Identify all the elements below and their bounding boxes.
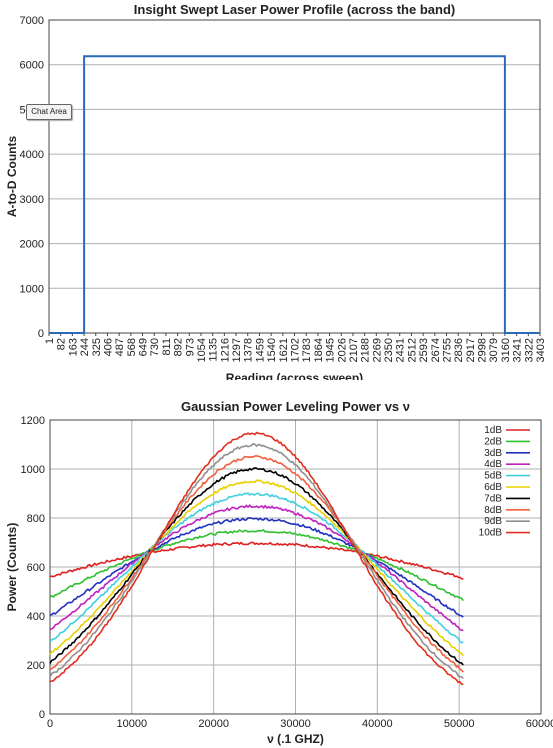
chart2-y-tick-label: 1000 <box>21 464 45 476</box>
chart1-x-tick-label: 649 <box>138 338 150 356</box>
chart1-x-tick-label: 1297 <box>231 338 243 362</box>
chart1-plot-frame <box>48 19 541 334</box>
chart2-x-tick-label: 40000 <box>362 718 393 730</box>
chart1-x-tick-label: 2998 <box>477 338 489 362</box>
chart1-x-tick-label: 568 <box>126 338 138 356</box>
chart1-y-tick-label: 3000 <box>20 194 44 206</box>
chart1-x-tick-label: 2269 <box>371 338 383 362</box>
chart2-legend-label: 3dB <box>484 448 502 459</box>
chart1-x-tick-label: 3322 <box>523 338 535 362</box>
chart1-x-tick-label: 973 <box>184 338 196 356</box>
chart1-x-tick-label: 1216 <box>219 338 231 362</box>
chart2-series-line <box>49 454 464 673</box>
chart1-y-tick-label: 6000 <box>20 60 44 72</box>
chart1-y-tick-label: 1000 <box>20 283 44 295</box>
chart1-x-tick-label: 1135 <box>208 338 220 362</box>
chart1-x-tick-label: 1 <box>44 338 56 344</box>
chart2-x-axis-label: ν (.1 GHZ) <box>267 732 324 746</box>
chart1-x-tick-label: 1378 <box>243 338 255 362</box>
chart2-plot-frame <box>49 419 542 715</box>
chart1-x-tick-label: 2350 <box>383 338 395 362</box>
chart1-x-tick-label: 2755 <box>441 338 453 362</box>
chart2-series-line <box>49 466 464 666</box>
chart1-x-tick-label: 2512 <box>406 338 418 362</box>
chart1-x-tick-label: 1621 <box>278 338 290 362</box>
chart2-series-line <box>49 541 464 580</box>
chart2-legend-label: 2dB <box>484 436 502 447</box>
chart1-x-tick-label: 2917 <box>465 338 477 362</box>
chart2-legend-label: 1dB <box>484 425 502 436</box>
chart2-y-tick-label: 400 <box>27 611 45 623</box>
chart2-x-tick-label: 20000 <box>198 718 229 730</box>
chart1-x-tick-label: 2188 <box>360 338 372 362</box>
chart1-x-tick-label: 244 <box>79 338 91 356</box>
chart1-y-tick-label: 0 <box>38 328 44 340</box>
chart1-x-tick-label: 163 <box>67 338 79 356</box>
chart2-series-line <box>49 504 464 632</box>
chart2-title: Gaussian Power Leveling Power vs ν <box>181 399 410 414</box>
chart1-x-tick-label: 325 <box>91 338 103 356</box>
chart1-x-tick-label: 2026 <box>336 338 348 362</box>
chart2-legend-label: 9dB <box>484 516 502 527</box>
chart1-x-tick-label: 1783 <box>301 338 313 362</box>
chart1-x-tick-label: 1864 <box>313 338 325 362</box>
chart1-x-tick-label: 3160 <box>500 338 512 362</box>
chart2-y-tick-label: 1200 <box>21 415 45 427</box>
chart2-y-tick-label: 0 <box>39 709 45 721</box>
chart1-x-tick-label: 3403 <box>535 338 547 362</box>
chart2-series-line <box>49 492 464 644</box>
chart1-x-tick-label: 2593 <box>418 338 430 362</box>
chart1-x-tick-label: 811 <box>161 338 173 356</box>
chart1-x-tick-label: 3241 <box>512 338 524 362</box>
chart2-legend-label: 8dB <box>484 505 502 516</box>
chart1-x-tick-label: 2836 <box>453 338 465 362</box>
chart1-x-tick-label: 1054 <box>196 338 208 362</box>
chart2-series-line <box>49 479 464 657</box>
chart1-x-axis-label: Reading (across sweep) <box>226 371 363 380</box>
chart2-series-line <box>49 431 464 686</box>
chart1-x-tick-label: 730 <box>149 338 161 356</box>
chart1-y-tick-label: 2000 <box>20 239 44 251</box>
chart2-y-axis-label: Power (Counts) <box>5 523 19 612</box>
chart2-legend-label: 7dB <box>484 493 502 504</box>
chart2-y-tick-label: 200 <box>27 660 45 672</box>
chart2-y-tick-label: 600 <box>27 562 45 574</box>
chart1-x-tick-label: 3079 <box>488 338 500 362</box>
chart1-x-tick-label: 487 <box>114 338 126 356</box>
chart1-x-tick-label: 2431 <box>395 338 407 362</box>
chart2-legend-label: 10dB <box>479 528 503 539</box>
chart1-x-tick-label: 1540 <box>266 338 278 362</box>
chart2-x-tick-label: 0 <box>47 718 53 730</box>
chart2-series-line <box>49 517 464 618</box>
chart1-title: Insight Swept Laser Power Profile (acros… <box>134 2 455 17</box>
chart1-x-tick-label: 82 <box>56 338 68 350</box>
chart1-x-tick-label: 892 <box>173 338 185 356</box>
chart1-x-tick-label: 1945 <box>325 338 337 362</box>
chart2-x-tick-label: 30000 <box>280 718 311 730</box>
chat-area-tag[interactable]: Chat Area <box>26 104 72 120</box>
chart2-x-tick-label: 10000 <box>117 718 148 730</box>
chart1-x-tick-label: 2674 <box>430 338 442 362</box>
chart2-legend-label: 5dB <box>484 471 502 482</box>
chart1-x-tick-label: 1459 <box>254 338 266 362</box>
chart1-y-axis-label: A-to-D Counts <box>5 136 19 218</box>
chart2-series-line <box>49 443 464 679</box>
chart2-x-tick-label: 60000 <box>526 718 553 730</box>
chart1-x-tick-label: 406 <box>102 338 114 356</box>
chart2-y-tick-label: 800 <box>27 513 45 525</box>
chart2-x-tick-label: 50000 <box>444 718 475 730</box>
chart1-y-tick-label: 7000 <box>20 15 44 27</box>
chart2-legend-label: 4dB <box>484 459 502 470</box>
chart1-x-tick-label: 2107 <box>348 338 360 362</box>
chart1-y-tick-label: 4000 <box>20 149 44 161</box>
chart1-x-tick-label: 1702 <box>290 338 302 362</box>
chart1-series-line <box>49 55 540 334</box>
chart2-series-line <box>49 528 464 602</box>
laser-power-profile-chart: Insight Swept Laser Power Profile (acros… <box>5 2 547 380</box>
chart2-legend-label: 6dB <box>484 482 502 493</box>
